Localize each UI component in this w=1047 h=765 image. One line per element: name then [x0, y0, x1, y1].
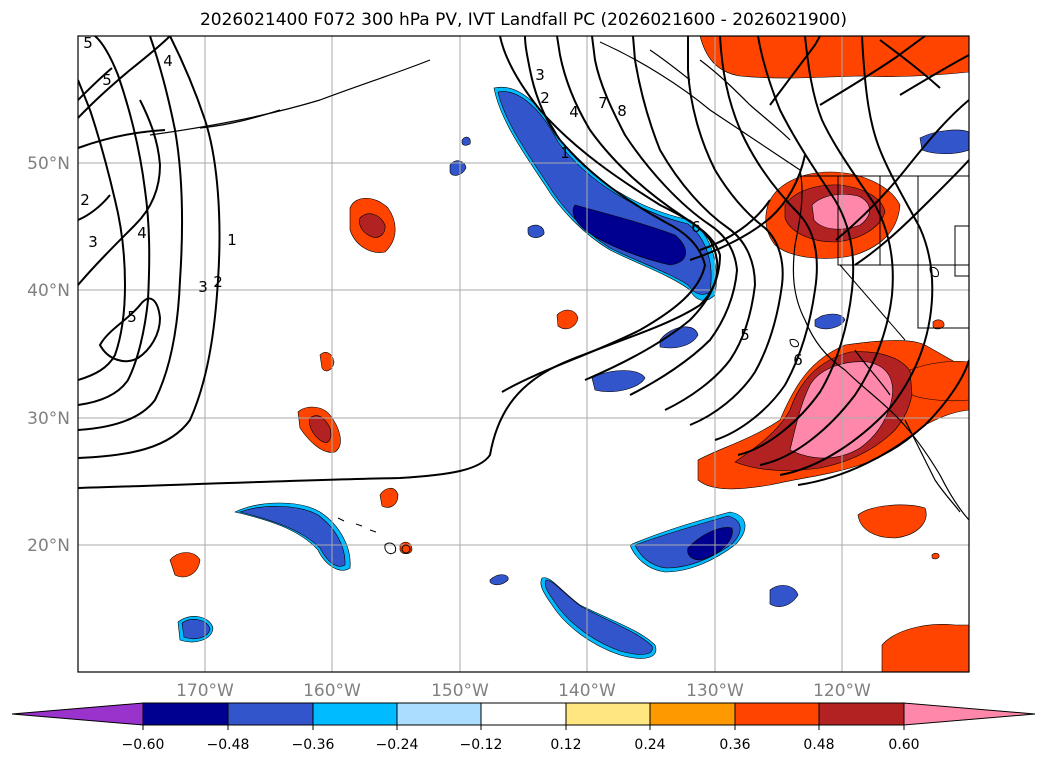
colorbar-swatch	[649, 702, 736, 726]
graticule	[78, 36, 969, 672]
contour-label: 5	[127, 308, 137, 326]
contour-label: 3	[535, 66, 545, 84]
colorbar-extend-high	[903, 702, 1036, 726]
colorbar-tick-label: 0.36	[719, 737, 750, 753]
pv-contours	[78, 36, 969, 489]
lon-label: 140°W	[558, 681, 616, 701]
map-area: 5 4 5 2 3 4 1 3 2 5 3 2 1 4 7 8 6 5 6	[78, 34, 969, 672]
colorbar-tick-label: −0.60	[122, 737, 165, 753]
colorbar-swatch	[734, 702, 820, 726]
contour-label: 4	[163, 52, 173, 70]
contour-label: 3	[198, 278, 208, 296]
map-title: 2026021400 F072 300 hPa PV, IVT Landfall…	[199, 10, 847, 30]
contour-label: 6	[691, 218, 701, 236]
colorbar-swatch	[227, 702, 314, 726]
lat-label: 30°N	[27, 409, 70, 429]
map-frame	[77, 35, 970, 673]
colorbar	[11, 702, 1036, 730]
colorbar-tick-label: −0.48	[207, 737, 250, 753]
colorbar-tick-label: −0.12	[460, 737, 503, 753]
colorbar-ticks: −0.60 −0.48 −0.36 −0.24 −0.12 0.12 0.24 …	[122, 737, 920, 753]
contour-label: 2	[213, 273, 223, 291]
lon-label: 120°W	[813, 681, 871, 701]
contour-label: 8	[617, 102, 627, 120]
lat-axis: 50°N 40°N 30°N 20°N	[27, 154, 70, 556]
colorbar-tick-label: −0.36	[292, 737, 335, 753]
contour-label: 4	[137, 224, 147, 242]
contour-label: 2	[540, 89, 550, 107]
contour-label: 7	[598, 94, 608, 112]
lon-label: 160°W	[303, 681, 361, 701]
colorbar-tick-label: 0.60	[888, 737, 919, 753]
colorbar-tick-label: 0.24	[634, 737, 665, 753]
contour-label: 5	[83, 34, 93, 52]
negative-anomaly-shading	[177, 86, 969, 659]
contour-label: 1	[560, 144, 570, 162]
lat-label: 20°N	[27, 536, 70, 556]
contour-label: 3	[88, 233, 98, 251]
lat-label: 50°N	[27, 154, 70, 174]
contour-labels: 5 4 5 2 3 4 1 3 2 5 3 2 1 4 7 8 6 5 6	[80, 34, 803, 369]
colorbar-swatch	[818, 702, 905, 726]
contour-label: 6	[793, 351, 803, 369]
lon-label: 150°W	[431, 681, 489, 701]
colorbar-swatch	[565, 702, 651, 726]
contour-label: 4	[569, 103, 579, 121]
colorbar-swatch	[480, 702, 567, 726]
lat-label: 40°N	[27, 281, 70, 301]
contour-label: 5	[102, 71, 112, 89]
contour-label: 1	[227, 231, 237, 249]
colorbar-extend-low	[11, 702, 144, 726]
lon-axis: 170°W 160°W 150°W 140°W 130°W 120°W	[176, 681, 871, 701]
colorbar-swatch	[312, 702, 398, 726]
colorbar-tick-label: −0.24	[376, 737, 419, 753]
contour-label: 2	[80, 191, 90, 209]
colorbar-swatch	[396, 702, 482, 726]
colorbar-swatch	[142, 702, 229, 726]
lon-label: 130°W	[686, 681, 744, 701]
colorbar-tick-label: 0.12	[550, 737, 581, 753]
colorbar-tick-label: 0.48	[803, 737, 834, 753]
contour-label: 5	[740, 326, 750, 344]
lon-label: 170°W	[176, 681, 234, 701]
